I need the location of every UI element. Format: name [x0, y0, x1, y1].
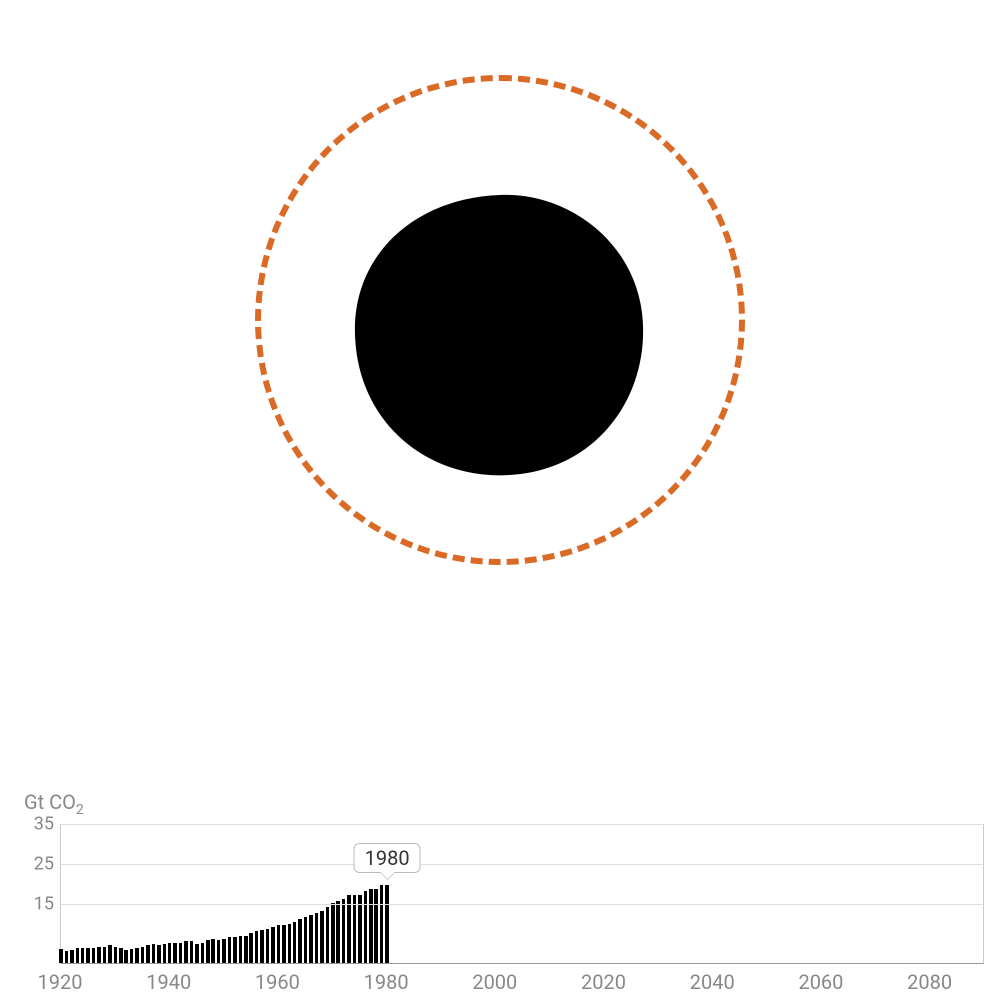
x-tick-label: 2080: [907, 970, 952, 994]
x-tick-label: 2060: [798, 970, 843, 994]
bar: [92, 948, 96, 963]
bar: [369, 889, 373, 963]
bar: [184, 941, 188, 963]
bar: [336, 901, 340, 963]
x-tick-label: 1940: [146, 970, 191, 994]
bar: [141, 947, 145, 963]
bar: [173, 943, 177, 963]
bar: [70, 950, 74, 963]
x-tick-label: 1920: [38, 970, 83, 994]
bar: [59, 949, 63, 963]
gridline: [61, 904, 983, 905]
bar: [168, 943, 172, 963]
bar: [385, 885, 389, 963]
bar: [179, 943, 183, 963]
y-tick-label: 15: [24, 894, 54, 915]
bar: [86, 948, 90, 963]
bar: [163, 944, 167, 963]
bar: [130, 949, 134, 963]
year-tooltip: 1980: [354, 843, 421, 873]
bar: [81, 948, 85, 963]
x-tick-label: 2000: [472, 970, 517, 994]
y-axis-title-sub: 2: [76, 802, 84, 818]
bar: [124, 950, 128, 963]
circle-graphic: [0, 10, 1008, 630]
bar: [65, 951, 69, 963]
bar: [271, 927, 275, 963]
gridline: [61, 824, 983, 825]
bar: [228, 937, 232, 963]
bar: [217, 940, 221, 963]
bar: [309, 915, 313, 963]
bar: [119, 948, 123, 963]
bar: [255, 931, 259, 963]
x-tick-label: 2020: [581, 970, 626, 994]
plot-area: 1980 152535: [24, 824, 984, 964]
bar: [108, 945, 112, 963]
bar: [353, 895, 357, 963]
x-tick-label: 2040: [690, 970, 735, 994]
x-tick-label: 1960: [255, 970, 300, 994]
plot-inner: 1980: [60, 824, 984, 964]
bar: [76, 948, 80, 963]
y-tick-label: 25: [24, 854, 54, 875]
bar: [277, 925, 281, 963]
emissions-chart: Gt CO2 1980 15 25 35 1920 1940 1960 1980 2000 2…: [24, 790, 984, 994]
bar: [233, 937, 237, 963]
bar: [97, 947, 101, 963]
bar: [282, 925, 286, 963]
bar: [358, 895, 362, 963]
y-axis-title: Gt CO2: [24, 790, 984, 818]
bar: [380, 885, 384, 963]
bar: [298, 919, 302, 963]
bar: [190, 941, 194, 963]
bar: [326, 907, 330, 963]
bars-container: [61, 824, 983, 963]
x-axis-ticks: 192019401960198020002020204020602080: [60, 964, 984, 994]
bar: [288, 924, 292, 963]
bar: [157, 945, 161, 963]
bar: [152, 944, 156, 963]
bar: [135, 948, 139, 963]
bar: [293, 922, 297, 963]
bar: [249, 933, 253, 963]
bar: [239, 936, 243, 963]
y-axis-title-text: Gt CO: [24, 790, 76, 814]
bar: [146, 945, 150, 963]
bar: [206, 940, 210, 963]
bar: [320, 911, 324, 963]
bar: [331, 903, 335, 963]
bar: [266, 929, 270, 963]
bar: [260, 930, 264, 963]
bar: [304, 917, 308, 963]
bar: [201, 943, 205, 963]
x-tick-label: 1980: [364, 970, 409, 994]
bar: [114, 947, 118, 963]
bar: [347, 895, 351, 963]
bar: [244, 936, 248, 963]
bar: [374, 889, 378, 963]
carbon-blob: [335, 165, 665, 495]
bar: [315, 913, 319, 963]
y-tick-label: 35: [24, 814, 54, 835]
bar: [342, 899, 346, 963]
bar: [195, 944, 199, 963]
bar: [211, 939, 215, 963]
bar: [103, 947, 107, 963]
bar: [364, 891, 368, 963]
bar: [222, 939, 226, 963]
gridline: [61, 864, 983, 865]
